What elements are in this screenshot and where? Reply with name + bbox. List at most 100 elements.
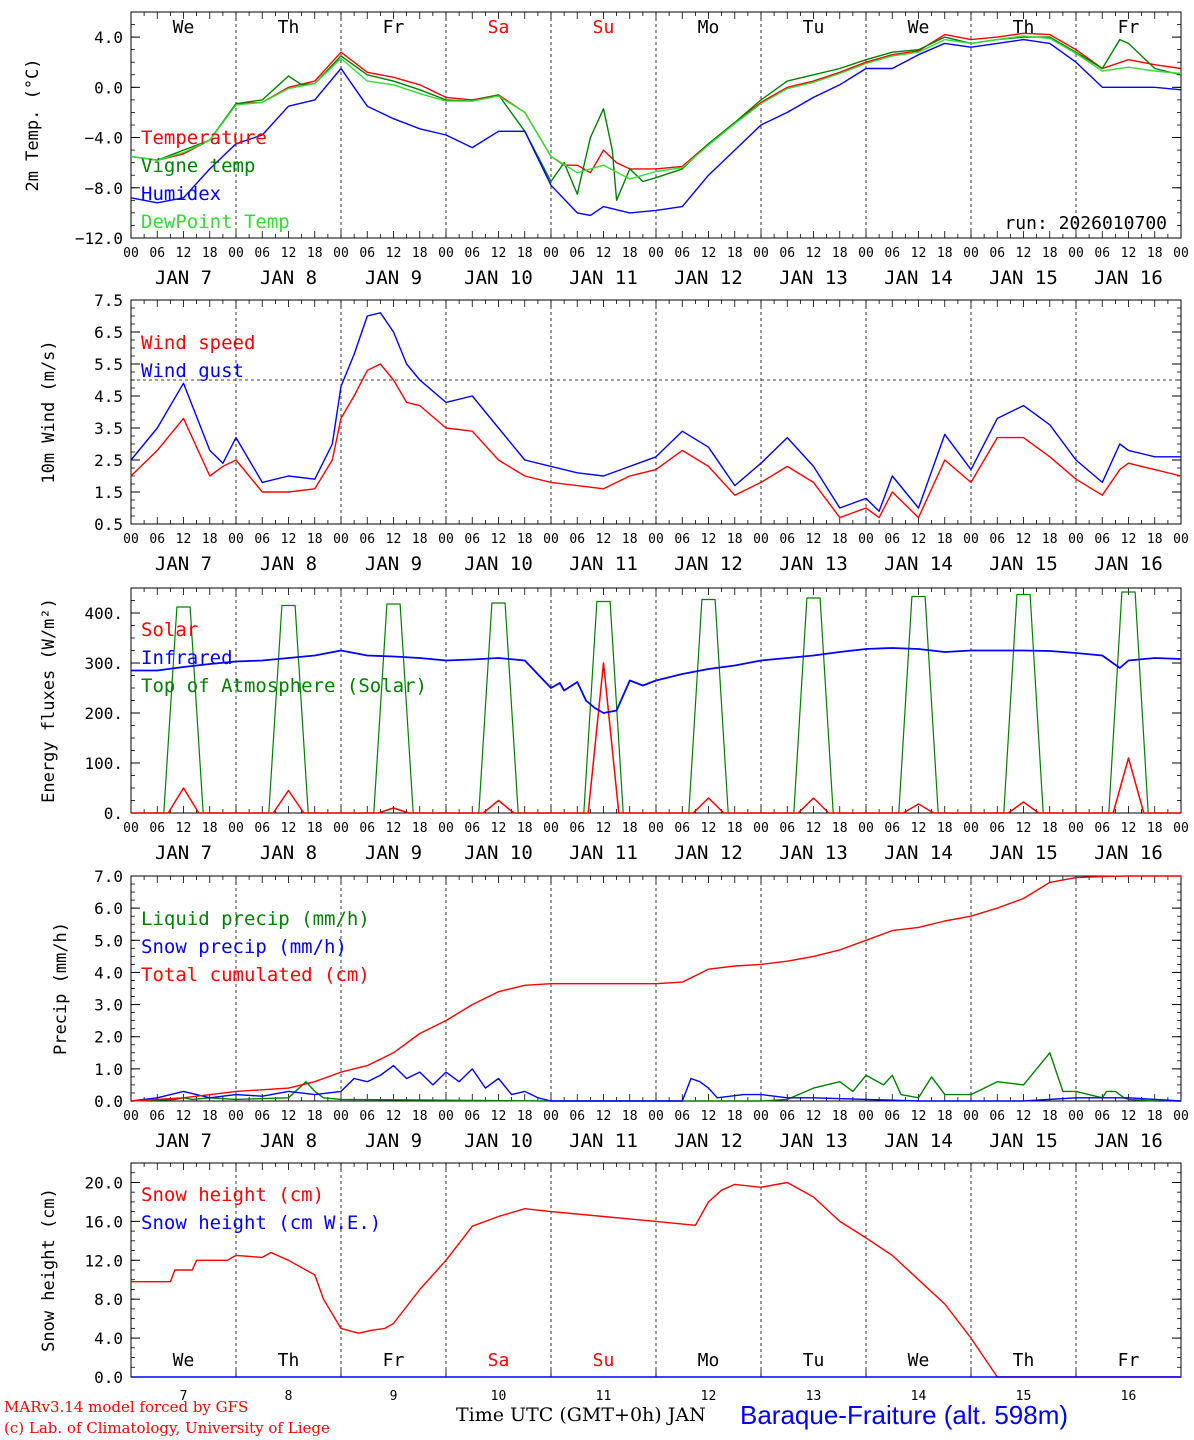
x-hour-label: 00: [543, 532, 559, 547]
x-hour-label: 06: [1094, 532, 1110, 547]
x-hour-label: 12: [281, 821, 297, 836]
y-tick-label: −12.0: [75, 229, 123, 248]
y-tick-label: 3.5: [94, 419, 123, 438]
y-tick-label: 4.0: [94, 963, 123, 982]
x-hour-label: 06: [884, 246, 900, 261]
x-hour-label: 12: [176, 246, 192, 261]
x-date-label: JAN 16: [1094, 553, 1163, 575]
x-hour-label: 00: [963, 532, 979, 547]
legend-entry: Vigne temp: [141, 155, 255, 177]
x-day-number: 15: [1016, 1389, 1032, 1404]
x-hour-label: 12: [701, 821, 717, 836]
x-hour-label: 00: [858, 821, 874, 836]
series-dewpoint-temp: [130, 35, 1182, 180]
panel-frame: [130, 587, 1182, 814]
x-hour-label: 06: [674, 532, 690, 547]
legend-entry: Total cumulated (cm): [141, 964, 370, 986]
y-tick-label: 2.0: [94, 1028, 123, 1047]
series-wind-gust: [130, 312, 1181, 512]
x-hour-label: 00: [438, 532, 454, 547]
y-tick-label: 0.0: [94, 1092, 123, 1111]
x-hour-label: 18: [1147, 532, 1163, 547]
x-hour-label: 18: [307, 246, 323, 261]
x-hour-label: 00: [1173, 246, 1189, 261]
x-hour-label: 18: [727, 1109, 743, 1124]
x-date-label: JAN 9: [365, 553, 422, 575]
x-hour-label: 12: [1121, 246, 1137, 261]
x-date-label: JAN 15: [989, 842, 1058, 864]
x-hour-label: 18: [1147, 1109, 1163, 1124]
x-hour-label: 00: [543, 1109, 559, 1124]
x-hour-label: 00: [753, 821, 769, 836]
x-hour-label: 18: [832, 821, 848, 836]
x-day-number: 7: [180, 1389, 188, 1404]
x-date-label: JAN 10: [464, 553, 533, 575]
x-date-label: JAN 7: [155, 842, 212, 864]
series-solar: [131, 662, 1181, 814]
legend-entry: Wind speed: [141, 332, 255, 354]
x-hour-label: 06: [464, 821, 480, 836]
x-hour-label: 00: [228, 532, 244, 547]
x-hour-label: 06: [779, 1109, 795, 1124]
x-date-label: JAN 15: [989, 553, 1058, 575]
x-hour-label: 18: [517, 532, 533, 547]
x-hour-label: 18: [937, 821, 953, 836]
x-date-label: JAN 14: [884, 267, 953, 289]
x-hour-label: 00: [543, 246, 559, 261]
x-hour-label: 00: [438, 821, 454, 836]
x-hour-label: 12: [596, 821, 612, 836]
x-hour-label: 18: [202, 821, 218, 836]
x-hour-label: 06: [989, 246, 1005, 261]
y-tick-label: 1.5: [94, 483, 123, 502]
x-hour-label: 00: [648, 532, 664, 547]
y-tick-label: 4.0: [94, 28, 123, 47]
x-hour-label: 12: [1016, 246, 1032, 261]
x-hour-label: 00: [123, 246, 139, 261]
footer-lab-credit: (c) Lab. of Climatology, University of L…: [4, 1419, 330, 1437]
x-hour-label: 18: [307, 1109, 323, 1124]
x-hour-label: 00: [858, 246, 874, 261]
weekday-label: We: [908, 1350, 930, 1371]
x-day-number: 16: [1121, 1389, 1137, 1404]
weekday-label: Sa: [488, 17, 510, 38]
x-hour-label: 12: [386, 532, 402, 547]
series-humidex: [130, 38, 1182, 217]
x-hour-label: 18: [832, 246, 848, 261]
x-hour-label: 00: [753, 532, 769, 547]
legend-entry: Humidex: [141, 183, 221, 205]
x-hour-label: 06: [149, 532, 165, 547]
legend-entry: Top of Atmosphere (Solar): [141, 675, 427, 697]
x-hour-label: 12: [806, 1109, 822, 1124]
series-snow-height-cm: [131, 1181, 1181, 1378]
x-date-label: JAN 13: [779, 553, 848, 575]
x-day-number: 8: [285, 1389, 293, 1404]
x-hour-label: 18: [202, 1109, 218, 1124]
x-hour-label: 00: [123, 1109, 139, 1124]
x-hour-label: 00: [543, 821, 559, 836]
legend-entry: Snow height (cm): [141, 1184, 324, 1206]
x-hour-label: 06: [569, 532, 585, 547]
weekday-label: Fr: [1118, 17, 1140, 38]
x-hour-label: 00: [438, 246, 454, 261]
x-hour-label: 12: [1121, 1109, 1137, 1124]
x-hour-label: 18: [412, 246, 428, 261]
x-hour-label: 00: [1068, 1109, 1084, 1124]
x-hour-label: 12: [911, 1109, 927, 1124]
x-hour-label: 12: [701, 246, 717, 261]
x-hour-label: 06: [779, 821, 795, 836]
x-hour-label: 00: [1173, 532, 1189, 547]
run-label: run: 2026010700: [1004, 213, 1167, 234]
x-hour-label: 12: [911, 246, 927, 261]
x-hour-label: 12: [386, 1109, 402, 1124]
series-infrared: [131, 647, 1182, 714]
x-hour-label: 12: [1016, 532, 1032, 547]
x-hour-label: 12: [386, 246, 402, 261]
x-hour-label: 12: [386, 821, 402, 836]
x-hour-label: 12: [1121, 821, 1137, 836]
legend-entry: Temperature: [141, 127, 267, 149]
x-hour-label: 06: [1094, 1109, 1110, 1124]
x-date-label: JAN 12: [674, 553, 743, 575]
x-day-number: 13: [806, 1389, 822, 1404]
x-date-label: JAN 9: [365, 842, 422, 864]
